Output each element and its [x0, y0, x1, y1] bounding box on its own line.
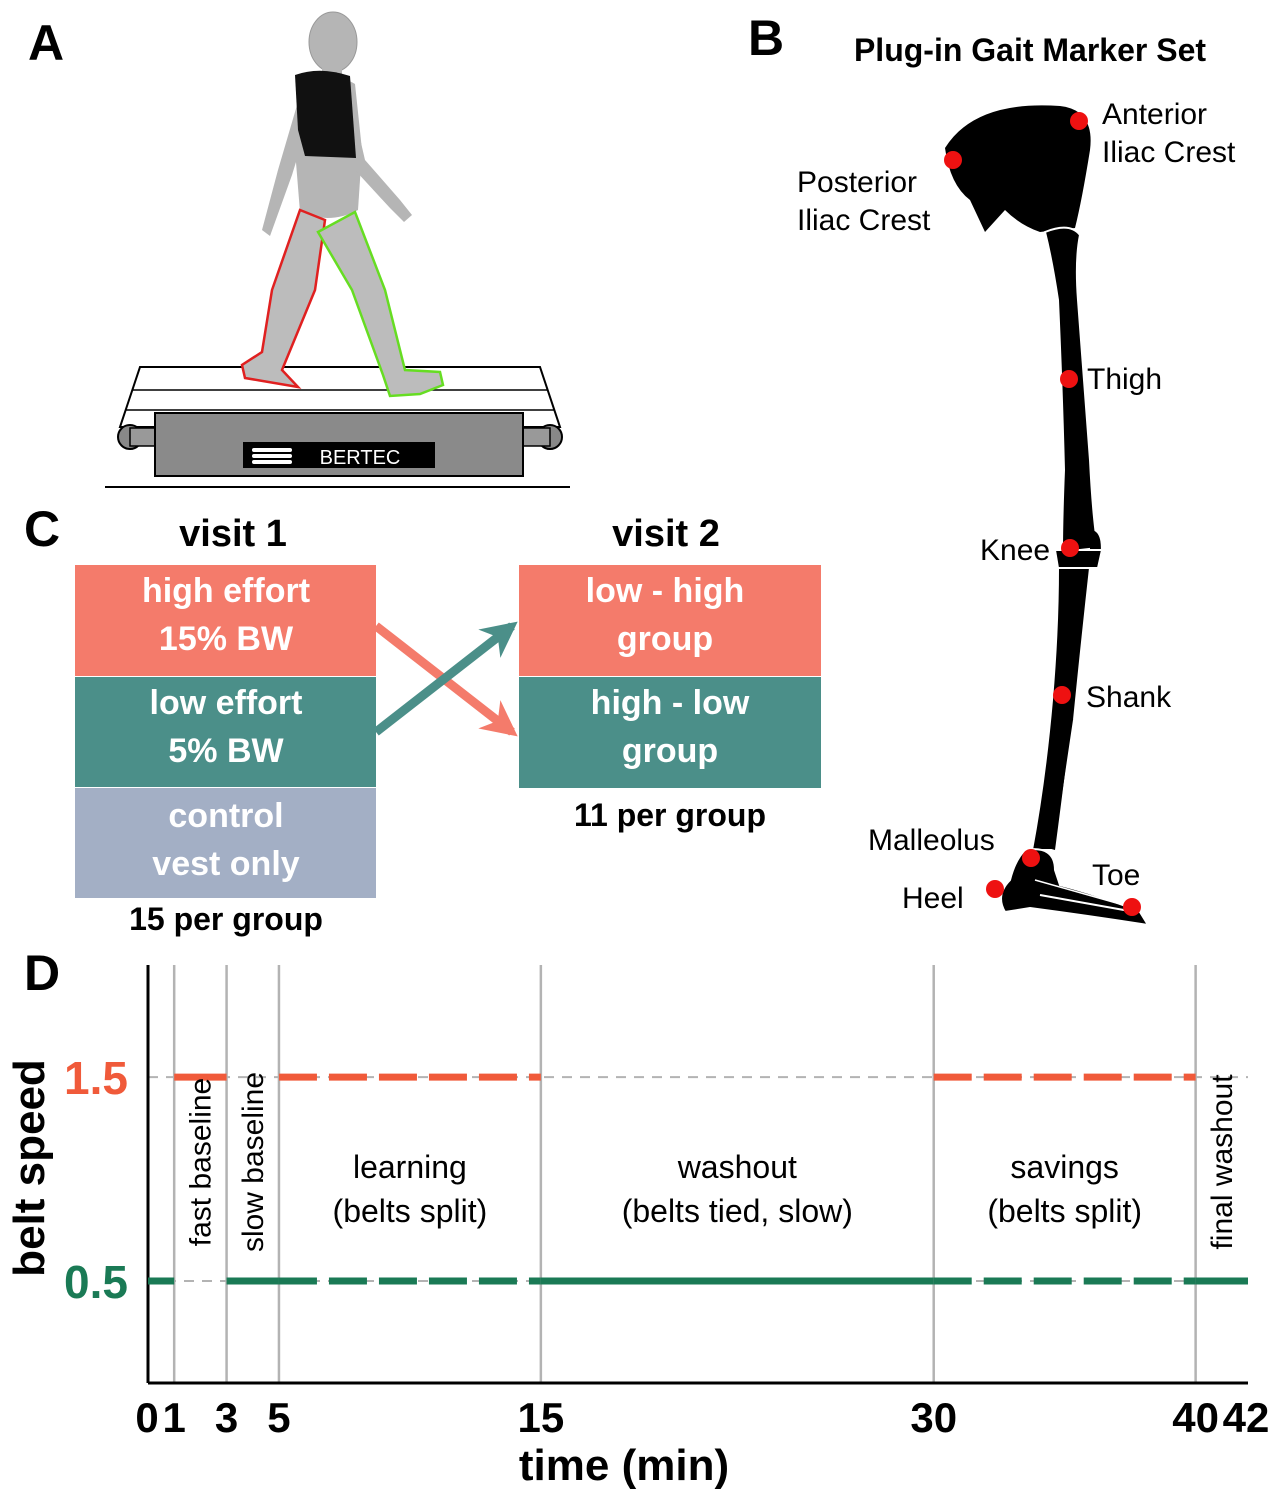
visit1-control-box — [75, 788, 376, 898]
marker-label-thigh: Thigh — [1087, 363, 1162, 396]
phase-label-sub: (belts split) — [333, 1193, 488, 1229]
x-tick-label: 3 — [215, 1394, 238, 1441]
bertec-logo-icon — [252, 448, 292, 464]
marker-label-shank: Shank — [1086, 681, 1172, 714]
visit1-group3-line2: vest only — [152, 845, 299, 883]
marker-posterior-iliac-crest — [944, 151, 962, 169]
visit1-group2-line2: 5% BW — [168, 732, 284, 770]
marker-label-knee: Knee — [980, 534, 1050, 567]
visit1-group3-line1: control — [168, 797, 283, 835]
x-tick-label: 5 — [267, 1394, 290, 1441]
phase-label: slow baseline — [237, 1072, 270, 1252]
x-tick-label: 40 — [1172, 1394, 1219, 1441]
y-tick-label: 1.5 — [64, 1052, 128, 1104]
x-tick-label: 1 — [163, 1394, 186, 1441]
visit2-group2-line2: group — [622, 732, 718, 770]
marker-labels: Anterior Iliac Crest Posterior Iliac Cre… — [797, 98, 1236, 915]
marker-dots — [944, 112, 1141, 916]
phase-label-sub: (belts tied, slow) — [622, 1193, 853, 1229]
marker-label-anterior-1: Anterior — [1102, 98, 1207, 131]
x-tick-label: 0 — [135, 1394, 158, 1441]
visit1-title: visit 1 — [179, 513, 287, 555]
arrow-low-to-low-high — [373, 621, 518, 736]
x-tick-label: 42 — [1223, 1394, 1270, 1441]
marker-label-posterior-2: Iliac Crest — [797, 204, 931, 237]
marker-heel — [986, 880, 1004, 898]
panel-label-a: A — [28, 15, 64, 71]
x-tick-label: 15 — [517, 1394, 564, 1441]
marker-label-posterior-1: Posterior — [797, 166, 917, 199]
y-axis-label: belt speed — [5, 1059, 54, 1277]
phase-label: learning — [353, 1149, 467, 1185]
leg-skeleton-illustration — [945, 105, 1150, 927]
marker-toe — [1123, 898, 1141, 916]
x-axis-label: time (min) — [519, 1441, 729, 1490]
phase-label: savings — [1010, 1149, 1119, 1185]
panel-label-c: C — [24, 501, 60, 557]
y-tick-label: 0.5 — [64, 1256, 128, 1308]
visit2-group1-line1: low - high — [586, 572, 745, 610]
marker-malleolus — [1022, 849, 1040, 867]
marker-label-toe: Toe — [1092, 859, 1140, 892]
visit1-group1-line1: high effort — [142, 572, 310, 610]
treadmill-brand-label: BERTEC — [320, 447, 401, 469]
visit2-group-size-note: 11 per group — [574, 797, 766, 833]
marker-shank — [1053, 686, 1071, 704]
visit1-group1-line2: 15% BW — [159, 620, 294, 658]
panel-label-b: B — [748, 10, 784, 66]
phase-label-sub: (belts split) — [987, 1193, 1142, 1229]
visit1-group2-line1: low effort — [150, 684, 303, 722]
marker-label-anterior-2: Iliac Crest — [1102, 136, 1236, 169]
visit2-low-high-box — [519, 565, 821, 676]
visit2-group2-line1: high - low — [591, 684, 750, 722]
phase-label: fast baseline — [184, 1078, 217, 1246]
visit1-group-size-note: 15 per group — [129, 901, 323, 937]
marker-label-heel: Heel — [902, 882, 964, 915]
phase-label: washout — [677, 1149, 797, 1185]
phase-label: final washout — [1206, 1074, 1239, 1250]
marker-knee — [1061, 539, 1079, 557]
marker-thigh — [1060, 370, 1078, 388]
visit1-high-effort-box — [75, 565, 376, 676]
visit2-group1-line2: group — [617, 620, 713, 658]
belt-speed-chart: 1.5 0.5 0 1 3 5 15 30 40 42 time (min) belt speed fa… — [5, 965, 1269, 1490]
visit2-high-low-box — [519, 677, 821, 788]
marker-set-title: Plug-in Gait Marker Set — [854, 32, 1206, 68]
marker-label-malleolus: Malleolus — [868, 824, 995, 857]
marker-anterior-iliac-crest — [1070, 112, 1088, 130]
x-tick-label: 30 — [910, 1394, 957, 1441]
visit2-title: visit 2 — [612, 513, 720, 555]
treadmill-walker-illustration: BERTEC — [105, 11, 570, 488]
panel-label-d: D — [24, 945, 60, 1001]
visit1-low-effort-box — [75, 677, 376, 787]
